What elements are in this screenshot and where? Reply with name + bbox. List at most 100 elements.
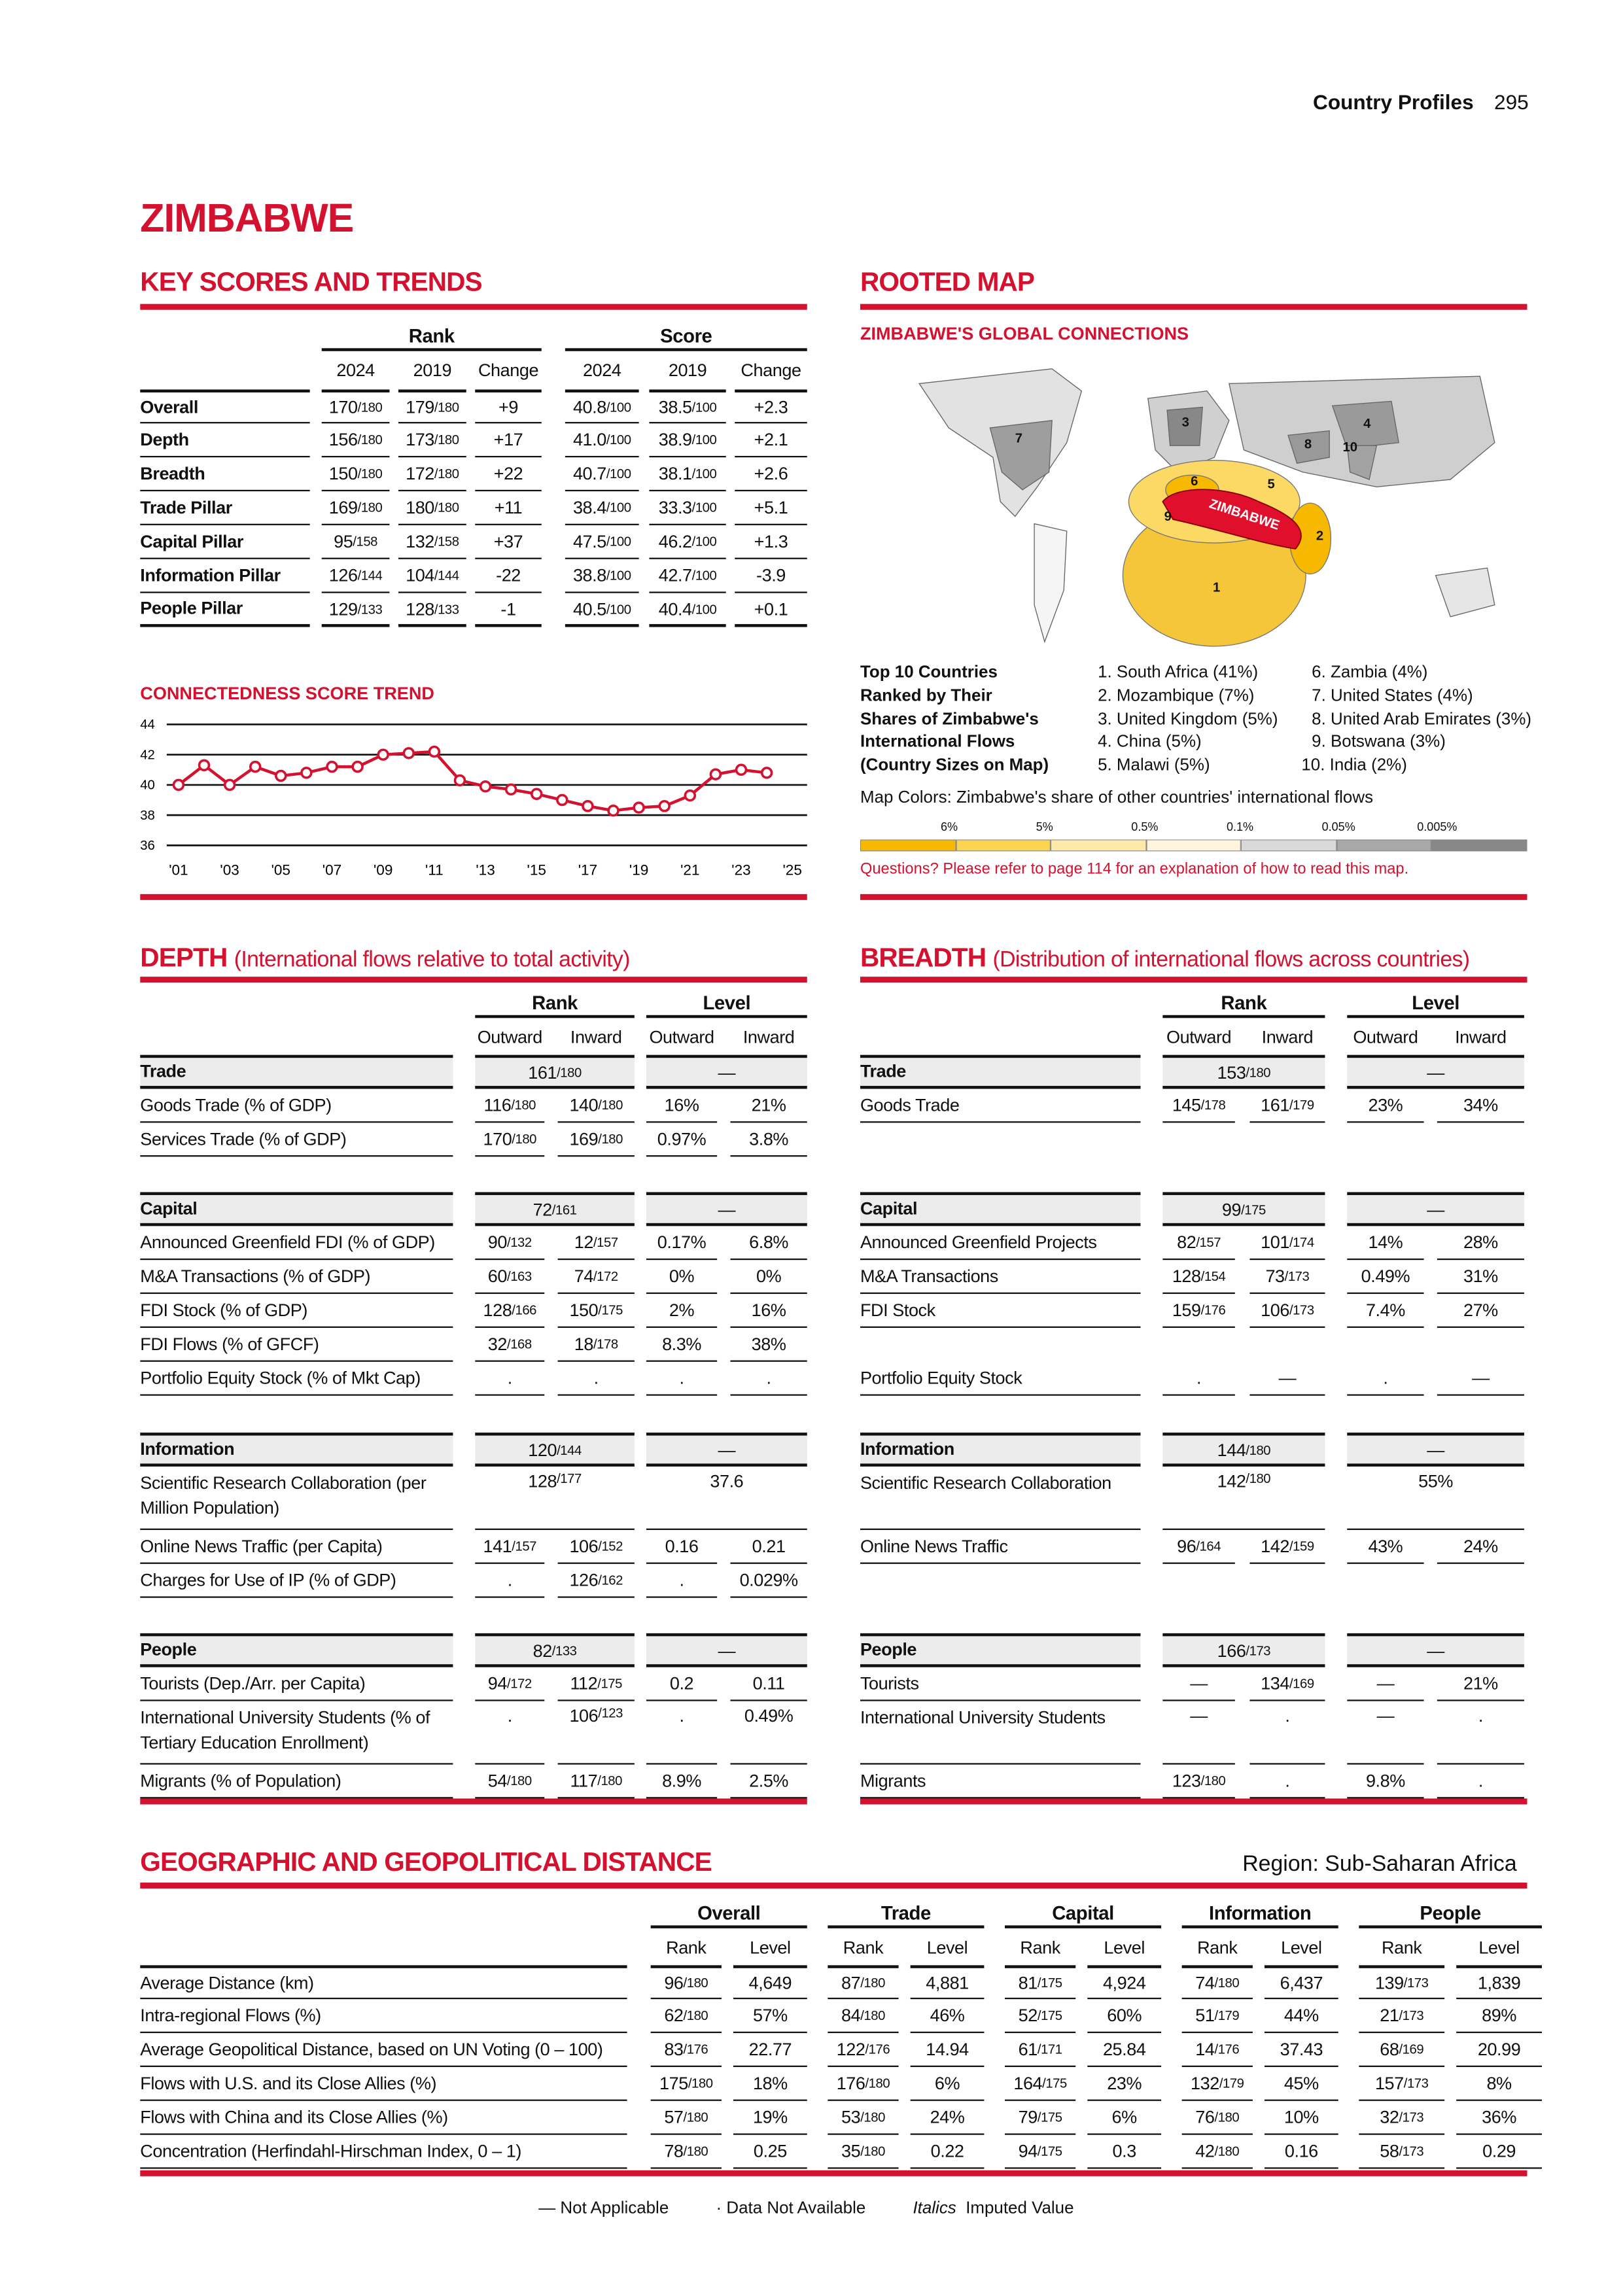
value-cell: 68/169 [1359, 2033, 1445, 2067]
group-rank: 99/175 [1162, 1192, 1325, 1226]
denominator: /163 [507, 1268, 532, 1284]
value-cell: 23% [1087, 2067, 1162, 2101]
row-label: Intra-regional Flows (%) [140, 1999, 627, 2034]
value-cell: . [646, 1362, 718, 1396]
legend-text: Imputed Value [966, 2199, 1074, 2218]
denominator: /180 [683, 2008, 708, 2023]
value-cell: 95/158 [321, 525, 390, 559]
value: 179 [406, 396, 434, 418]
value-cell: 84/180 [828, 1999, 899, 2034]
value-cell: 16% [730, 1294, 807, 1328]
page-header: Country Profiles 295 [1313, 90, 1529, 114]
value: 153 [1217, 1061, 1246, 1083]
column-header: Rank [666, 1937, 707, 1958]
denominator: /132 [507, 1234, 532, 1250]
denominator: /159 [1289, 1539, 1314, 1554]
value-cell: 24% [1437, 1530, 1524, 1564]
map-help-link[interactable]: Questions? Please refer to page 114 for … [860, 860, 1409, 878]
value-cell: 51/179 [1181, 1999, 1253, 2034]
group-label: Capital [140, 1192, 453, 1226]
section-rule [140, 1883, 1527, 1889]
value-cell: 16% [646, 1089, 718, 1123]
group-rank: 144/180 [1162, 1433, 1325, 1467]
top10-item: 3. United Kingdom (5%) [1098, 710, 1278, 729]
denominator: /166 [512, 1302, 537, 1318]
map-number: 8 [1304, 438, 1312, 452]
group-rank: 82/133 [475, 1633, 635, 1667]
denominator: /180 [683, 2144, 708, 2159]
value-cell: 60% [1087, 1999, 1162, 2034]
section-rule [140, 2170, 1527, 2176]
x-tick-label: '01 [169, 862, 188, 878]
data-point [709, 768, 722, 780]
dash-symbol: — [538, 2199, 556, 2218]
value-cell: +5.1 [735, 491, 807, 525]
value: 40.4 [658, 598, 692, 619]
table-row: People Pillar 129/133 128/133 -1 40.5/100 40.… [140, 593, 807, 627]
group-level: — [1347, 1192, 1524, 1226]
row-label: FDI Flows (% of GFCF) [140, 1328, 453, 1362]
value: 42 [1195, 2140, 1215, 2162]
table-row: Information Pillar 126/144 104/144 -22 38.8/… [140, 559, 807, 593]
denominator: /175 [598, 1302, 623, 1318]
value-cell: 54/180 [475, 1765, 545, 1799]
row-label: Concentration (Herfindahl-Hirschman Inde… [140, 2135, 627, 2169]
y-tick-label: 44 [140, 718, 155, 732]
value-cell: 0.3 [1087, 2135, 1162, 2169]
spacer [140, 1931, 627, 1964]
group-rank: 161/180 [475, 1054, 635, 1089]
top10-item: 6. Zambia (4%) [1312, 663, 1428, 682]
x-tick-label: '11 [425, 862, 444, 878]
column-header: Inward [570, 1026, 622, 1048]
value: 87 [841, 1972, 861, 1994]
value: 157 [1374, 2072, 1404, 2094]
table-row: Goods Trade 145/178 161/179 23% 34% [860, 1089, 1524, 1123]
value-cell: 76/180 [1181, 2101, 1253, 2135]
denominator: /171 [1037, 2042, 1062, 2057]
value-cell: — [1162, 1701, 1235, 1765]
data-point [172, 778, 185, 791]
table-row: Tourists (Dep./Arr. per Capita) 94/172 112… [140, 1667, 807, 1701]
row-label: Flows with U.S. and its Close Allies (%) [140, 2067, 627, 2101]
map-middle-east [1287, 430, 1330, 464]
denominator: /180 [357, 466, 383, 481]
group-header: Rank [321, 322, 542, 351]
legend-swatch [1431, 839, 1527, 852]
depth-title: DEPTH (International flows relative to t… [140, 943, 630, 973]
row-label: Migrants (% of Population) [140, 1765, 453, 1799]
value-cell: 9.8% [1347, 1765, 1424, 1799]
value-cell: 159/176 [1162, 1294, 1235, 1328]
x-tick-label: '17 [578, 862, 597, 878]
group-level: — [646, 1054, 807, 1089]
column-header: Rank [1197, 1937, 1238, 1958]
denominator: /176 [683, 2042, 708, 2057]
value-cell: 45% [1264, 2067, 1338, 2101]
value-cell: 96/164 [1162, 1530, 1235, 1564]
value: 51 [1195, 2005, 1215, 2026]
value: 140 [569, 1094, 599, 1116]
table-legend: — Not Applicable · Data Not Available It… [538, 2200, 1073, 2218]
value-cell: +2.1 [735, 423, 807, 458]
legend-not-available: · Data Not Available [716, 2200, 865, 2218]
denominator: /180 [860, 2008, 885, 2023]
value-cell: -3.9 [735, 559, 807, 593]
group-label: People [860, 1633, 1141, 1667]
table-row: Capital 99/175 — [860, 1192, 1524, 1226]
trend-title: CONNECTEDNESS SCORE TREND [140, 683, 434, 704]
heading-line: International Flows [860, 733, 1015, 752]
value: 78 [664, 2140, 684, 2162]
data-point [658, 800, 671, 812]
table-row: Average Geopolitical Distance, based on … [140, 2033, 1542, 2067]
value: 169 [328, 497, 358, 518]
denominator: /172 [593, 1268, 618, 1284]
value-cell: +9 [475, 389, 542, 424]
group-level: — [646, 1192, 807, 1226]
legend-swatch [955, 839, 1051, 852]
value-cell: 46% [910, 1999, 985, 2034]
trend-chart: 44 42 40 38 36 '01 '03 '05 '07 '09 '11 '13 '15 '17 '19… [140, 718, 807, 878]
denominator: /175 [1037, 2008, 1062, 2023]
group-header: Trade [828, 1899, 985, 1928]
table-row: Scientific Research Collaboration (per M… [140, 1467, 807, 1530]
value: 104 [406, 565, 434, 586]
group-label: People [140, 1633, 453, 1667]
